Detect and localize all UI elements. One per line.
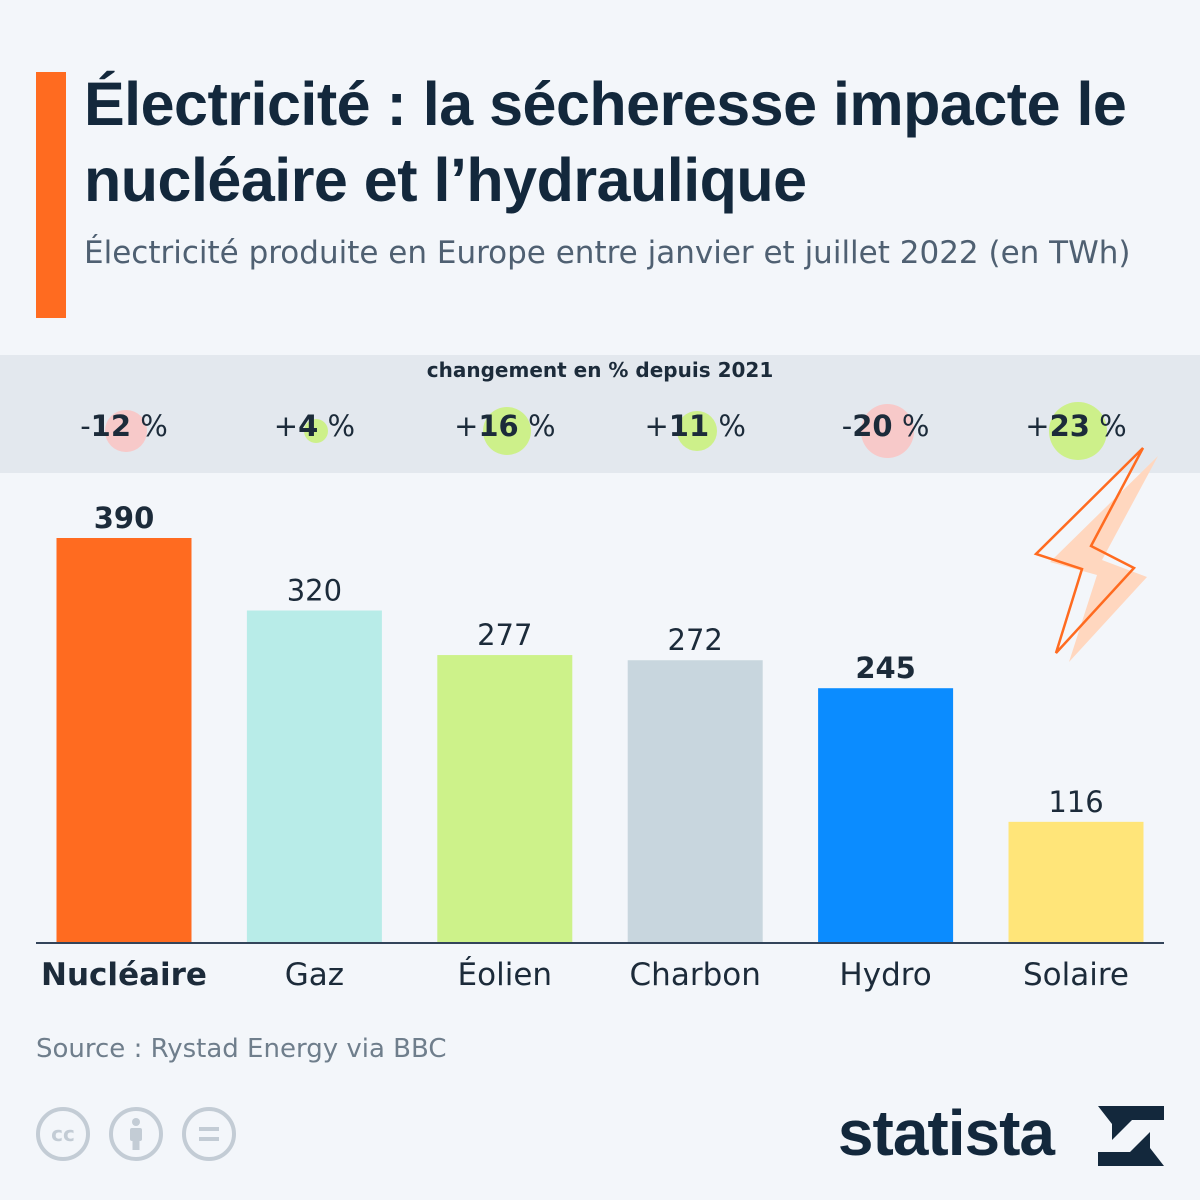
value-label-3: 272 xyxy=(668,623,723,657)
change-bubble-0 xyxy=(105,410,147,452)
bar-chart: 390 Nucléaire 320 Gaz 277 Éolien 272 Charbon 245… xyxy=(41,501,1144,993)
change-number-3: 11 xyxy=(668,409,710,443)
change-unit-5: % xyxy=(1089,409,1127,443)
change-header: changement en % depuis 2021 xyxy=(426,358,774,382)
statista-logo: statista xyxy=(834,1100,1164,1166)
value-label-0: 390 xyxy=(94,501,155,535)
change-bubble-5 xyxy=(1049,402,1107,460)
change-bubble-1 xyxy=(304,419,329,443)
bar-3 xyxy=(627,660,763,942)
category-label-0: Nucléaire xyxy=(41,957,207,993)
change-label-3: +11 % xyxy=(615,409,775,443)
change-sign-3: + xyxy=(644,409,669,443)
change-item-4: -20 % xyxy=(806,404,966,458)
title-accent-bar xyxy=(36,72,66,318)
change-number-5: 23 xyxy=(1049,409,1090,443)
source-note: Source : Rystad Energy via BBC xyxy=(36,1034,447,1064)
change-number-0: 12 xyxy=(90,409,132,443)
change-item-3: +11 % xyxy=(615,405,775,451)
change-unit-4: % xyxy=(892,409,930,443)
change-bubble-2 xyxy=(482,407,531,455)
change-item-5: +23 % xyxy=(996,402,1156,460)
change-sign-5: + xyxy=(1025,409,1050,443)
change-item-0: -12 % xyxy=(44,405,204,452)
category-label-2: Éolien xyxy=(458,957,553,993)
change-number-1: 4 xyxy=(298,409,319,443)
category-label-3: Charbon xyxy=(630,957,761,993)
lightning-bolt-icon xyxy=(1033,447,1158,662)
bar-2 xyxy=(437,655,573,942)
statista-mark-icon xyxy=(1098,1106,1164,1166)
attribution-icon xyxy=(109,1107,163,1161)
value-label-1: 320 xyxy=(287,574,342,608)
creative-commons-icon: cc xyxy=(36,1107,90,1161)
bar-4 xyxy=(818,688,954,942)
change-item-2: +16 % xyxy=(425,405,585,455)
change-unit-1: % xyxy=(318,409,356,443)
change-sign-4: - xyxy=(841,409,853,443)
change-unit-0: % xyxy=(131,409,168,443)
change-unit-3: % xyxy=(709,409,746,443)
category-label-1: Gaz xyxy=(285,957,344,993)
change-sign-2: + xyxy=(454,409,479,443)
value-label-4: 245 xyxy=(855,651,916,685)
change-label-2: +16 % xyxy=(425,409,585,443)
chart-subtitle: Électricité produite en Europe entre jan… xyxy=(84,235,1131,271)
change-number-2: 16 xyxy=(478,409,519,443)
bar-5 xyxy=(1008,821,1144,942)
statista-wordmark: statista xyxy=(837,1097,1055,1169)
bar-0 xyxy=(56,538,192,942)
x-axis-line xyxy=(36,942,1164,944)
change-number-4: 20 xyxy=(852,409,893,443)
category-label-4: Hydro xyxy=(839,957,931,993)
value-label-5: 116 xyxy=(1048,785,1103,819)
bar-1 xyxy=(246,610,382,942)
value-label-2: 277 xyxy=(477,618,532,652)
change-bubble-4 xyxy=(860,404,915,458)
no-derivatives-icon xyxy=(182,1107,236,1161)
category-label-5: Solaire xyxy=(1023,957,1129,993)
change-label-1: +4 % xyxy=(234,409,394,443)
change-band xyxy=(0,355,1200,473)
chart-title: Électricité : la sécheresse impacte le n… xyxy=(84,70,1127,214)
change-sign-0: - xyxy=(80,409,91,443)
change-label-5: +23 % xyxy=(996,409,1156,443)
change-sign-1: + xyxy=(273,409,299,443)
change-unit-2: % xyxy=(518,409,556,443)
change-label-0: -12 % xyxy=(44,409,204,443)
change-bubble-3 xyxy=(677,411,718,451)
change-label-4: -20 % xyxy=(806,409,966,443)
change-item-1: +4 % xyxy=(234,405,394,451)
